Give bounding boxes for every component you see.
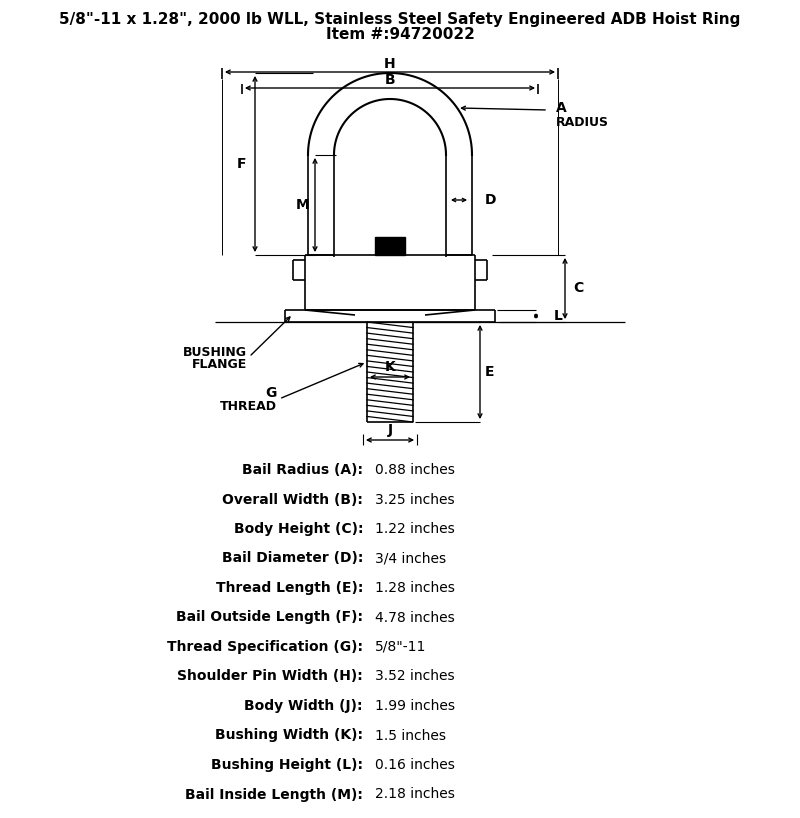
Text: Item #:94720022: Item #:94720022 [326,27,474,42]
Text: 1.28 inches: 1.28 inches [375,581,455,595]
Text: Overall Width (B):: Overall Width (B): [222,492,363,506]
Text: 4.78 inches: 4.78 inches [375,610,454,624]
Text: Thread Specification (G):: Thread Specification (G): [167,640,363,654]
Text: B: B [385,73,395,87]
Text: 0.88 inches: 0.88 inches [375,463,455,477]
Text: 2.18 inches: 2.18 inches [375,788,455,802]
Polygon shape [375,237,405,255]
Text: 3.25 inches: 3.25 inches [375,492,454,506]
Text: 1.5 inches: 1.5 inches [375,729,446,743]
Text: FLANGE: FLANGE [192,358,247,371]
Text: Shoulder Pin Width (H):: Shoulder Pin Width (H): [178,669,363,684]
Text: Bushing Width (K):: Bushing Width (K): [215,729,363,743]
Text: K: K [385,360,395,374]
Text: 1.22 inches: 1.22 inches [375,522,454,536]
Text: A: A [556,101,566,115]
Text: F: F [238,157,246,171]
Text: 5/8"-11: 5/8"-11 [375,640,426,654]
Text: Thread Length (E):: Thread Length (E): [216,581,363,595]
Text: E: E [486,365,494,379]
Text: Bail Outside Length (F):: Bail Outside Length (F): [176,610,363,624]
Text: D: D [484,193,496,207]
Text: Body Height (C):: Body Height (C): [234,522,363,536]
Text: Bushing Height (L):: Bushing Height (L): [211,758,363,772]
Text: 3/4 inches: 3/4 inches [375,551,446,565]
Text: J: J [387,423,393,437]
Text: Bail Inside Length (M):: Bail Inside Length (M): [185,788,363,802]
Text: BUSHING: BUSHING [183,345,247,358]
Text: 3.52 inches: 3.52 inches [375,669,454,684]
Text: THREAD: THREAD [220,399,277,412]
Text: G: G [266,386,277,400]
Text: 5/8"-11 x 1.28", 2000 lb WLL, Stainless Steel Safety Engineered ADB Hoist Ring: 5/8"-11 x 1.28", 2000 lb WLL, Stainless … [59,12,741,27]
Text: Bail Radius (A):: Bail Radius (A): [242,463,363,477]
Text: M: M [296,198,310,212]
Text: H: H [384,57,396,71]
Text: C: C [573,281,583,295]
Text: Body Width (J):: Body Width (J): [245,699,363,713]
Text: Bail Diameter (D):: Bail Diameter (D): [222,551,363,565]
Text: RADIUS: RADIUS [556,116,609,129]
Text: 1.99 inches: 1.99 inches [375,699,455,713]
Text: 0.16 inches: 0.16 inches [375,758,455,772]
Text: L: L [554,309,562,323]
